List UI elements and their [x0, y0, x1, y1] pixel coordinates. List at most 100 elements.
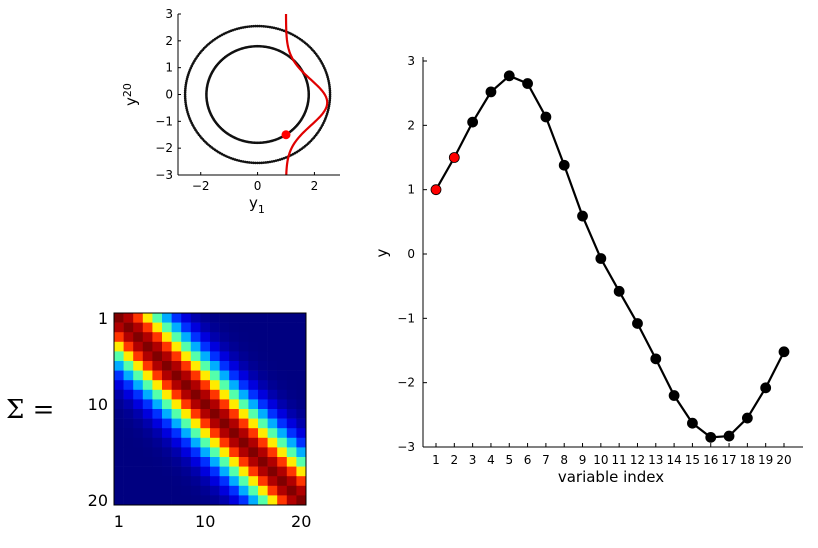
heatmap-cell: [114, 370, 124, 381]
heatmap-cell: [219, 380, 230, 391]
heatmap-cell: [210, 380, 220, 391]
ring-1-point: [250, 161, 253, 164]
heatmap-cell: [123, 457, 134, 467]
heatmap-cell: [190, 361, 201, 371]
x-tick-label: 7: [542, 453, 550, 467]
heatmap-cell: [181, 332, 192, 343]
x-tick-label: −2: [192, 179, 210, 193]
heatmap-cell: [190, 476, 201, 487]
heatmap-cell: [286, 389, 297, 400]
heatmap-cell: [181, 399, 192, 410]
x-tick-label: 5: [505, 453, 513, 467]
ring-1-point: [328, 95, 332, 98]
heatmap-cell: [238, 351, 249, 362]
ring-1-point: [239, 159, 243, 163]
heatmap-cell: [190, 370, 201, 381]
heatmap-cell: [296, 332, 307, 343]
heatmap-cell: [248, 457, 259, 467]
heatmap-cell: [286, 380, 297, 391]
heatmap-cell: [238, 341, 249, 352]
heatmap-cell: [296, 485, 307, 496]
heatmap-cell: [277, 428, 288, 439]
heatmap-cell: [190, 322, 201, 333]
line-chart: 1 2 3 4 5 6 7 8 9 10 11 12 13 14 15 16 17 18 19 20−3−2−1012…: [373, 54, 803, 486]
heatmap-cell: [248, 495, 259, 506]
heatmap-cell: [181, 409, 192, 419]
heatmap-cell: [219, 399, 230, 410]
ring-1-point: [272, 26, 276, 30]
heatmap-cell: [181, 389, 192, 400]
heatmap-cell: [248, 409, 259, 419]
heatmap-cell: [258, 495, 268, 506]
x-tick-label: 3: [469, 453, 477, 467]
heatmap-cell: [219, 389, 230, 400]
heatmap-cell: [200, 370, 211, 381]
ring-1-point: [258, 161, 261, 165]
heatmap-cell: [258, 313, 268, 323]
heatmap-cell: [258, 418, 268, 429]
x-tick-label: 2: [450, 453, 458, 467]
heatmap-cell: [190, 428, 201, 439]
heatmap-cell: [277, 437, 288, 448]
heatmap-cell: [133, 409, 144, 419]
heatmap-cell: [171, 418, 182, 429]
ring-1-point: [266, 25, 270, 29]
heatmap-cell: [200, 457, 211, 467]
heatmap-cell: [181, 476, 192, 487]
heatmap-cell: [123, 399, 134, 410]
heatmap-cell: [162, 409, 172, 419]
heatmap-cell: [171, 332, 182, 343]
ring-1-point: [280, 28, 284, 32]
ring-1-point: [264, 161, 268, 164]
heatmap-cell: [277, 380, 288, 391]
x-tick-label: 4: [487, 453, 495, 467]
highlight-point: [281, 130, 291, 140]
heatmap-cell: [142, 447, 153, 458]
heatmap-cell: [219, 322, 230, 333]
y-tick-label: −3: [155, 168, 173, 182]
heatmap-cell: [142, 332, 153, 343]
heatmap-cell: [190, 447, 201, 458]
heatmap-cell: [277, 370, 288, 381]
heatmap-cell: [267, 485, 278, 496]
heatmap-cell: [190, 466, 201, 477]
heatmap-cell: [248, 399, 259, 410]
heatmap-cell: [181, 370, 192, 381]
heatmap-cell: [152, 313, 163, 323]
ring-1-point: [252, 161, 255, 165]
heatmap-cell: [171, 457, 182, 467]
ring-plot: −2 0 2 −3 −2 −1 0 1 2 3 y1 y20: [121, 7, 340, 216]
y-tick-label: 1: [407, 183, 415, 197]
ring-1-point: [184, 99, 187, 102]
heatmap-cell: [114, 341, 124, 352]
heatmap-cell: [258, 351, 268, 362]
heatmap-cell: [181, 466, 192, 477]
heatmap-cell: [171, 370, 182, 381]
ring-1-point: [328, 99, 332, 102]
heatmap-cell: [267, 476, 278, 487]
x-tick-label: 6: [524, 453, 532, 467]
ring-1-point: [327, 104, 331, 108]
ring-plot-xlabel: y1: [249, 194, 265, 216]
ring-1-point: [278, 158, 282, 161]
x-tick-label: 14: [666, 453, 681, 467]
heatmap-cell: [229, 428, 240, 439]
heatmap-cell: [152, 428, 163, 439]
ring-1-point: [237, 27, 241, 30]
heatmap-cell: [267, 361, 278, 371]
ring-1-point: [328, 91, 332, 94]
heatmap-cell: [200, 399, 211, 410]
heatmap-cell: [114, 476, 124, 487]
heatmap-cell: [210, 332, 220, 343]
heatmap-cell: [248, 418, 259, 429]
heatmap-cell: [114, 457, 124, 467]
heatmap-cell: [200, 437, 211, 448]
heatmap-cell: [258, 332, 268, 343]
ring-1-point: [260, 161, 264, 165]
heatmap-cell: [171, 485, 182, 496]
heatmap-cell: [181, 351, 192, 362]
ring-1-point: [245, 160, 249, 164]
heatmap-cell: [210, 485, 220, 496]
heatmap-cell: [210, 389, 220, 400]
heatmap-cell: [286, 447, 297, 458]
